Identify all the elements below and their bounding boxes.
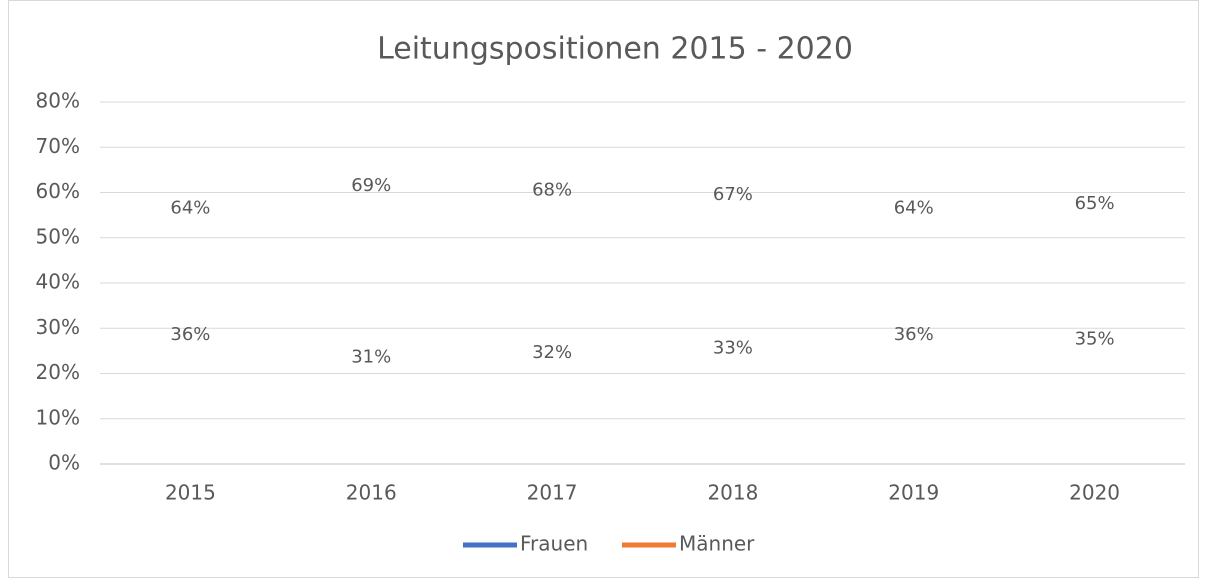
chart-title: Leitungspositionen 2015 - 2020	[377, 32, 853, 67]
data-label: 36%	[894, 324, 934, 345]
y-tick-label: 20%	[36, 360, 80, 384]
legend-label: Frauen	[520, 532, 588, 556]
data-label: 67%	[713, 184, 753, 205]
x-tick-label: 2018	[707, 481, 758, 505]
y-tick-label: 80%	[36, 89, 80, 113]
x-tick-label: 2017	[527, 481, 578, 505]
data-label: 65%	[1075, 193, 1115, 214]
data-label: 64%	[894, 197, 934, 218]
legend-label: Männer	[679, 532, 755, 556]
y-tick-label: 0%	[48, 451, 80, 475]
x-tick-label: 2020	[1069, 481, 1120, 505]
y-tick-label: 70%	[36, 134, 80, 158]
data-label: 31%	[351, 347, 391, 368]
data-label: 32%	[532, 342, 572, 363]
y-tick-label: 60%	[36, 179, 80, 203]
y-tick-label: 40%	[36, 270, 80, 294]
data-label: 64%	[170, 197, 210, 218]
x-tick-label: 2019	[888, 481, 939, 505]
y-tick-label: 30%	[36, 315, 80, 339]
y-tick-label: 10%	[36, 405, 80, 429]
data-label: 33%	[713, 338, 753, 359]
data-label: 35%	[1075, 329, 1115, 350]
y-tick-label: 50%	[36, 224, 80, 248]
chart-frame	[8, 0, 1199, 578]
data-label: 36%	[170, 324, 210, 345]
data-label: 68%	[532, 179, 572, 200]
x-tick-label: 2016	[346, 481, 397, 505]
data-label: 69%	[351, 175, 391, 196]
x-tick-label: 2015	[165, 481, 216, 505]
